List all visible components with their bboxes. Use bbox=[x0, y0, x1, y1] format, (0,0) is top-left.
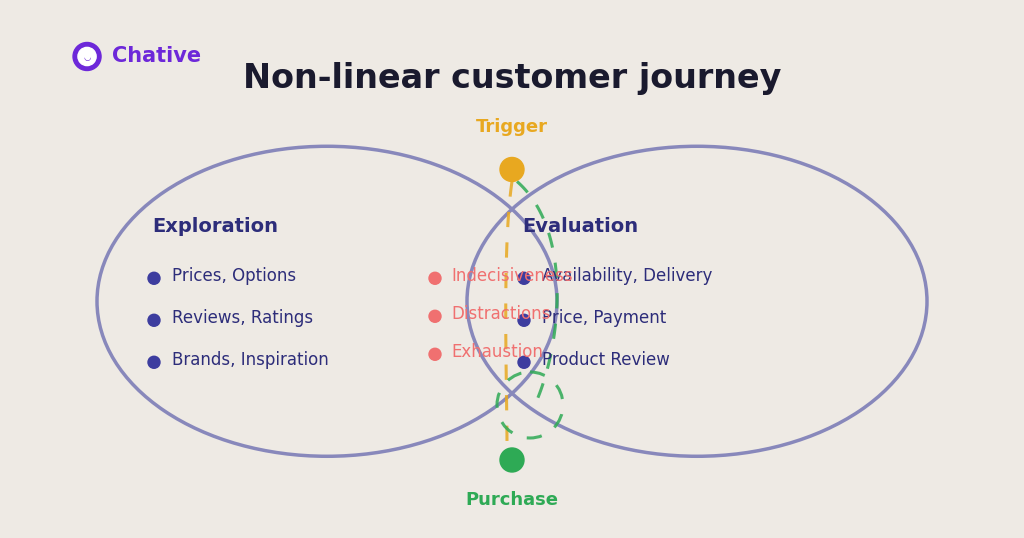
Text: Availability, Delivery: Availability, Delivery bbox=[542, 267, 713, 285]
Circle shape bbox=[78, 47, 96, 66]
Text: ◡: ◡ bbox=[83, 53, 91, 62]
Text: Non-linear customer journey: Non-linear customer journey bbox=[243, 61, 781, 95]
Text: Brands, Inspiration: Brands, Inspiration bbox=[172, 351, 329, 369]
Text: Purchase: Purchase bbox=[466, 491, 558, 509]
Circle shape bbox=[429, 348, 441, 360]
Text: Exploration: Exploration bbox=[152, 217, 278, 236]
Circle shape bbox=[429, 310, 441, 322]
Circle shape bbox=[500, 448, 524, 472]
Circle shape bbox=[148, 314, 160, 326]
Circle shape bbox=[148, 272, 160, 284]
Circle shape bbox=[518, 356, 530, 369]
Text: Price, Payment: Price, Payment bbox=[542, 309, 667, 327]
Circle shape bbox=[518, 314, 530, 326]
Text: Trigger: Trigger bbox=[476, 118, 548, 137]
Text: Evaluation: Evaluation bbox=[522, 217, 638, 236]
Text: Reviews, Ratings: Reviews, Ratings bbox=[172, 309, 313, 327]
Text: Prices, Options: Prices, Options bbox=[172, 267, 296, 285]
Circle shape bbox=[148, 356, 160, 369]
Circle shape bbox=[73, 43, 101, 70]
Circle shape bbox=[518, 272, 530, 284]
Circle shape bbox=[500, 158, 524, 181]
Text: Exhaustion: Exhaustion bbox=[451, 343, 543, 362]
Text: Chative: Chative bbox=[113, 46, 202, 67]
Text: Indecisiveness: Indecisiveness bbox=[451, 267, 572, 285]
Circle shape bbox=[429, 272, 441, 284]
Text: Distractions: Distractions bbox=[451, 305, 550, 323]
Text: Product Review: Product Review bbox=[542, 351, 670, 369]
